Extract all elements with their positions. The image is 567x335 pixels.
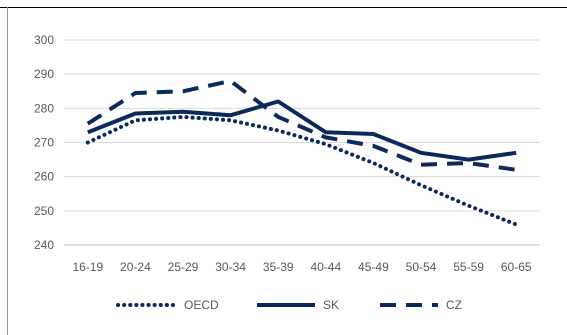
- y-tick-label: 270: [34, 136, 54, 150]
- x-tick-label: 55-59: [453, 260, 484, 274]
- series-lines: [85, 79, 519, 227]
- x-tick-label: 30-34: [215, 260, 246, 274]
- legend-label-cz: CZ: [446, 298, 462, 312]
- legend-label-sk: SK: [323, 298, 339, 312]
- series-line-sk: [87, 99, 517, 162]
- series-line-oecd: [85, 114, 519, 227]
- frame-left-border: [7, 7, 8, 335]
- y-tick-label: 290: [34, 67, 54, 81]
- x-axis-tick-labels: 16-19 20-24 25-29 30-34 35-39 40-44 45-49 50-54…: [72, 260, 531, 274]
- y-axis-tick-labels: 240 250 260 270 280 290 300: [34, 33, 54, 252]
- x-tick-label: 25-29: [168, 260, 199, 274]
- x-tick-label: 35-39: [263, 260, 294, 274]
- y-tick-label: 260: [34, 170, 54, 184]
- x-tick-label: 50-54: [406, 260, 437, 274]
- frame-top-border: [0, 7, 567, 8]
- x-tick-label: 16-19: [72, 260, 103, 274]
- x-tick-label: 45-49: [358, 260, 389, 274]
- series-line-cz: [86, 79, 517, 172]
- x-tick-label: 40-44: [310, 260, 341, 274]
- y-tick-label: 250: [34, 204, 54, 218]
- legend: OECD SK CZ: [116, 298, 462, 312]
- gridlines: [64, 39, 540, 246]
- legend-label-oecd: OECD: [184, 298, 219, 312]
- y-tick-label: 240: [34, 238, 54, 252]
- y-tick-label: 280: [34, 101, 54, 115]
- x-tick-label: 20-24: [120, 260, 151, 274]
- y-tick-label: 300: [34, 33, 54, 47]
- x-tick-label: 60-65: [501, 260, 532, 274]
